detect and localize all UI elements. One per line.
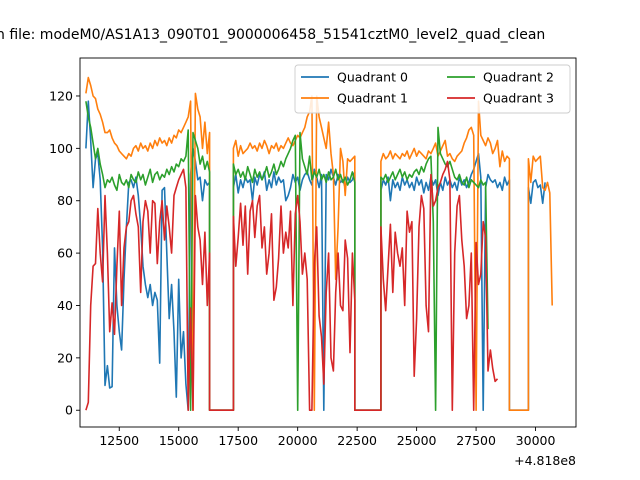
legend-label: Quadrant 3 — [483, 91, 554, 106]
y-tick-label: 60 — [57, 246, 73, 261]
axes: 12500 15000 17500 20000 22500 25000 27500 30000… — [49, 57, 577, 448]
y-tick-label: 100 — [49, 141, 73, 156]
x-offset-text: +4.818e8 — [514, 453, 576, 468]
x-tick-label: 27500 — [456, 433, 496, 448]
series-line-2 — [85, 101, 489, 412]
chart-title: n file: modeM0/AS1A13_090T01_9000006458_… — [0, 27, 545, 43]
x-tick-label: 12500 — [99, 433, 139, 448]
series-line-3 — [85, 160, 499, 412]
x-tick-label: 15000 — [159, 433, 199, 448]
legend-label: Quadrant 2 — [483, 70, 554, 85]
x-tick-label: 17500 — [218, 433, 258, 448]
x-tick-label: 30000 — [516, 433, 556, 448]
y-tick-label: 20 — [57, 350, 73, 365]
y-tick-label: 40 — [57, 298, 73, 313]
y-tick-label: 80 — [57, 193, 73, 208]
x-tick-label: 22500 — [337, 433, 377, 448]
legend: Quadrant 0 Quadrant 1 Quadrant 2 Quadrant 3 — [294, 64, 571, 114]
y-tick-label: 120 — [49, 88, 73, 103]
y-tick-label: 0 — [65, 403, 73, 418]
x-tick-label: 20000 — [278, 433, 318, 448]
legend-label: Quadrant 1 — [337, 91, 408, 106]
axes-frame — [79, 57, 577, 428]
x-tick-label: 25000 — [397, 433, 437, 448]
legend-box — [294, 64, 571, 114]
legend-label: Quadrant 0 — [337, 70, 408, 85]
